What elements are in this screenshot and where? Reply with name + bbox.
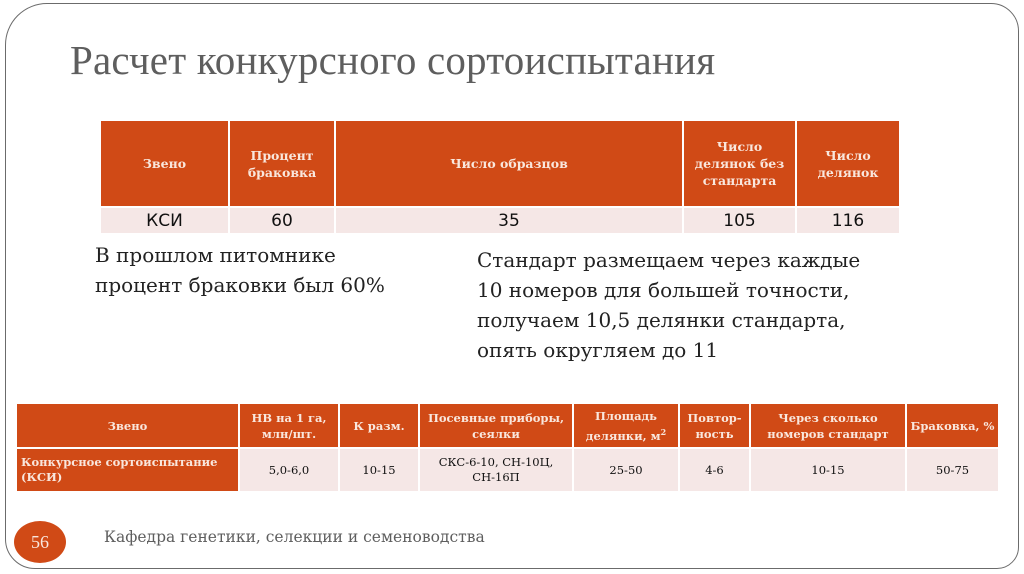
header-cell: Площадь делянки, м2: [574, 404, 678, 447]
table-cell: 50-75: [907, 449, 998, 491]
header-cell: Звено: [101, 121, 228, 206]
table-cell: 25-50: [574, 449, 678, 491]
note-line: процент браковки был 60%: [95, 273, 385, 297]
header-cell: Число делянок без стандарта: [684, 121, 795, 206]
row-header-cell: Конкурсное сортоиспытание (КСИ): [17, 449, 238, 491]
note-previous-nursery: В прошлом питомнике процент браковки был…: [95, 240, 385, 300]
footer-text: Кафедра генетики, селекции и семеноводст…: [104, 528, 485, 546]
table-header-row: Звено Процент браковка Число образцов Чи…: [101, 121, 899, 206]
header-cell: Повтор-ность: [680, 404, 749, 447]
note-line: получаем 10,5 делянки стандарта,: [477, 308, 846, 332]
header-cell: Через сколько номеров стандарт: [751, 404, 905, 447]
note-line: В прошлом питомнике: [95, 243, 336, 267]
header-cell: Число делянок: [797, 121, 899, 206]
header-cell: НВ на 1 га, млн/шт.: [240, 404, 338, 447]
table-cell: КСИ: [101, 208, 228, 233]
header-text: Площадь делянки, м: [585, 408, 661, 443]
table-cell: 10-15: [340, 449, 418, 491]
note-line: Стандарт размещаем через каждые: [477, 248, 861, 272]
table-cell: 5,0-6,0: [240, 449, 338, 491]
header-cell: Процент браковка: [230, 121, 334, 206]
slide-title: Расчет конкурсного сортоиспытания: [70, 37, 716, 83]
note-line: 10 номеров для большей точности,: [477, 278, 850, 302]
table-header-row: Звено НВ на 1 га, млн/шт. К разм. Посевн…: [17, 404, 998, 447]
table-cell: СКС-6-10, СН-10Ц, СН-16П: [420, 449, 572, 491]
note-standard-placement: Стандарт размещаем через каждые 10 номер…: [477, 245, 860, 365]
trial-parameters-table: Звено НВ на 1 га, млн/шт. К разм. Посевн…: [15, 402, 1000, 493]
table-cell: 35: [336, 208, 682, 233]
table-cell: 105: [684, 208, 795, 233]
note-line: опять округляем до 11: [477, 338, 719, 362]
table-cell: 4-6: [680, 449, 749, 491]
table-cell: 10-15: [751, 449, 905, 491]
plot-count-table: Звено Процент браковка Число образцов Чи…: [99, 119, 901, 235]
table-cell: 116: [797, 208, 899, 233]
table-cell: 60: [230, 208, 334, 233]
page-number-badge: 56: [14, 521, 66, 563]
header-cell: Браковка, %: [907, 404, 998, 447]
table-row: КСИ 60 35 105 116: [101, 208, 899, 233]
superscript: 2: [660, 426, 667, 437]
header-cell: К разм.: [340, 404, 418, 447]
table-row: Конкурсное сортоиспытание (КСИ) 5,0-6,0 …: [17, 449, 998, 491]
header-cell: Посевные приборы, сеялки: [420, 404, 572, 447]
header-cell: Звено: [17, 404, 238, 447]
header-cell: Число образцов: [336, 121, 682, 206]
